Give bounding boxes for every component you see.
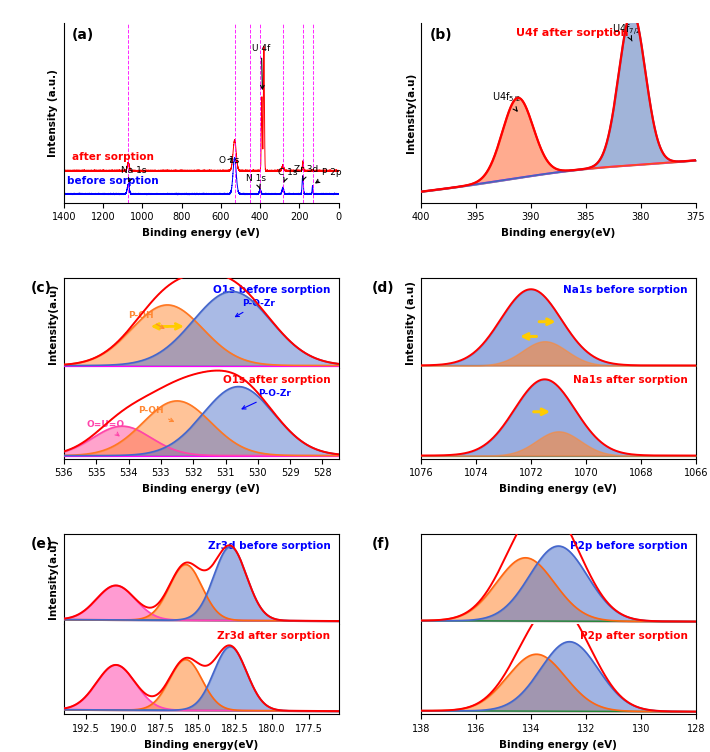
- Text: (a): (a): [72, 28, 94, 42]
- Text: (e): (e): [31, 537, 53, 551]
- Text: (c): (c): [31, 281, 52, 295]
- Text: O1s after sorption: O1s after sorption: [223, 374, 330, 385]
- Text: P 2p: P 2p: [316, 168, 342, 183]
- Y-axis label: Intensity(a.u): Intensity(a.u): [405, 72, 415, 153]
- Text: P-OH: P-OH: [138, 406, 173, 422]
- Text: P2p after sorption: P2p after sorption: [579, 631, 687, 641]
- Text: O1s before sorption: O1s before sorption: [213, 285, 330, 295]
- Text: P2p before sorption: P2p before sorption: [570, 541, 687, 550]
- Y-axis label: Intensity(a.u): Intensity(a.u): [48, 284, 58, 363]
- Text: C 1s: C 1s: [278, 168, 297, 182]
- Text: U 4f: U 4f: [252, 44, 271, 89]
- X-axis label: Binding energy (eV): Binding energy (eV): [500, 484, 618, 494]
- Y-axis label: Intensity (a.u): Intensity (a.u): [405, 281, 415, 365]
- Text: O 1s: O 1s: [219, 156, 239, 165]
- Text: O=U=O: O=U=O: [87, 420, 125, 436]
- Text: P-O-Zr: P-O-Zr: [242, 390, 290, 409]
- Y-axis label: Intensity (a.u.): Intensity (a.u.): [48, 68, 58, 156]
- X-axis label: Binding energy (eV): Binding energy (eV): [500, 740, 618, 750]
- Text: U4f after sorption: U4f after sorption: [516, 28, 628, 38]
- Text: P-OH: P-OH: [129, 311, 164, 329]
- X-axis label: Binding energy (eV): Binding energy (eV): [142, 484, 260, 494]
- Text: N 1s: N 1s: [246, 174, 266, 189]
- Text: after sorption: after sorption: [72, 153, 154, 162]
- Text: before sorption: before sorption: [67, 176, 159, 186]
- Text: (d): (d): [371, 281, 394, 295]
- Text: (b): (b): [430, 28, 452, 42]
- Text: Na1s before sorption: Na1s before sorption: [563, 285, 687, 295]
- Text: Zr3d after sorption: Zr3d after sorption: [217, 631, 330, 641]
- Text: Na1s after sorption: Na1s after sorption: [573, 374, 687, 385]
- X-axis label: Binding energy(eV): Binding energy(eV): [501, 228, 616, 238]
- Text: P-O-Zr: P-O-Zr: [236, 299, 275, 317]
- X-axis label: Binding energy(eV): Binding energy(eV): [144, 740, 258, 750]
- X-axis label: Binding energy (eV): Binding energy (eV): [142, 228, 260, 238]
- Text: Zr3d before sorption: Zr3d before sorption: [207, 541, 330, 550]
- Text: Na 1s: Na 1s: [121, 166, 146, 181]
- Text: (f): (f): [371, 537, 391, 551]
- Text: U4f$_{7/2}$: U4f$_{7/2}$: [612, 23, 641, 41]
- Text: Zr 3d: Zr 3d: [295, 165, 319, 180]
- Text: U4f$_{5/2}$: U4f$_{5/2}$: [493, 91, 521, 111]
- Y-axis label: Intensity(a.u): Intensity(a.u): [48, 539, 58, 620]
